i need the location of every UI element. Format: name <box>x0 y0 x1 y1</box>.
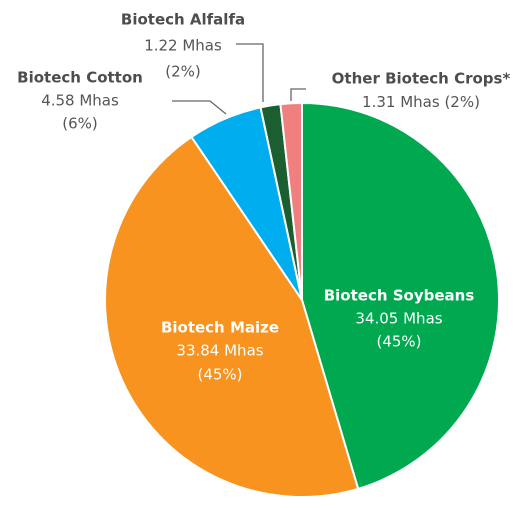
value-label-line: 1.31 Mhas (2%) <box>362 93 480 111</box>
percent-label: (2%) <box>165 63 201 81</box>
slice-label: Biotech Soybeans <box>324 287 475 305</box>
slice-label: Other Biotech Crops* <box>332 70 511 88</box>
pie-slice <box>301 101 501 491</box>
value-label: 1.22 Mhas <box>144 37 222 55</box>
leader-line <box>290 88 306 101</box>
slice-label: Biotech Maize <box>161 319 279 337</box>
slice-label: Biotech Alfalfa <box>121 11 245 29</box>
value-label: 4.58 Mhas <box>41 92 119 110</box>
slice-label: Biotech Cotton <box>17 69 143 87</box>
percent-label: (45%) <box>197 366 242 384</box>
leader-line <box>172 100 227 115</box>
leader-line <box>236 43 264 102</box>
percent-label: (6%) <box>62 115 98 133</box>
percent-label: (45%) <box>376 333 421 351</box>
pie-slice <box>104 135 360 498</box>
pie-slice <box>279 101 303 301</box>
leader-lines <box>172 43 306 115</box>
value-label: 1.31 Mhas <box>362 93 440 111</box>
value-label: 33.84 Mhas <box>176 342 263 360</box>
percent-label: (2%) <box>444 93 480 111</box>
value-label: 34.05 Mhas <box>355 310 442 328</box>
